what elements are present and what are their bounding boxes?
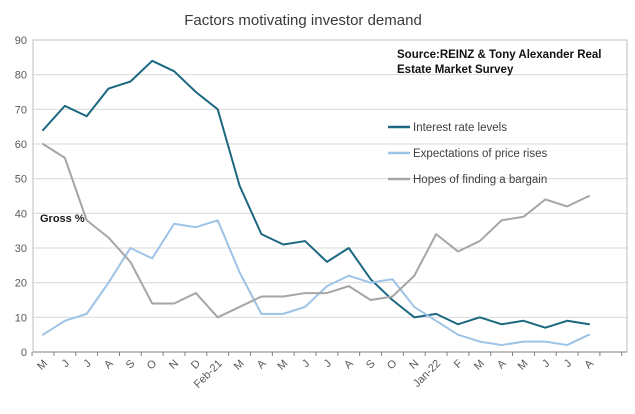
y-axis-label-90: 90 — [15, 35, 27, 47]
gridlines — [33, 74, 627, 318]
x-axis-label-S: S — [124, 358, 138, 372]
x-axis-label-M: M — [516, 358, 531, 373]
y-axis-labels: 0 10 20 30 40 50 60 70 80 90 — [15, 35, 27, 359]
series-line-hopes-of-finding-a-bargain — [42, 143, 590, 319]
legend-label-expectations-of-price-rises: Expectations of price rises — [413, 148, 547, 160]
legend-item-hopes-of-finding-a-bargain: Hopes of finding a bargain — [388, 174, 547, 186]
x-axis-label-N: N — [407, 358, 421, 372]
gross-percent-label: Gross % — [40, 213, 85, 225]
x-axis-ticks — [31, 352, 623, 356]
x-axis-label-J: J — [60, 358, 72, 370]
series-line-interest-rate-levels — [42, 59, 590, 329]
x-axis-label-M: M — [275, 358, 290, 373]
legend-item-expectations-of-price-rises: Expectations of price rises — [388, 148, 547, 160]
legend: Interest rate levels Expectations of pri… — [388, 122, 547, 186]
y-axis-label-60: 60 — [15, 139, 27, 151]
x-axis-label-J: J — [562, 358, 574, 370]
y-axis-label-20: 20 — [15, 278, 27, 290]
series-line-expectations-of-price-rises — [42, 219, 590, 347]
x-axis-label-A: A — [495, 357, 509, 371]
x-axis-label-A: A — [582, 357, 596, 371]
chart-title: Factors motivating investor demand — [184, 12, 422, 29]
legend-item-interest-rate-levels: Interest rate levels — [388, 122, 507, 134]
x-axis-label-A: A — [342, 357, 356, 371]
x-axis-label-M: M — [472, 358, 487, 373]
x-axis-label-A: A — [102, 357, 116, 371]
source-note-line2: Estate Market Survey — [397, 64, 514, 76]
legend-label-hopes-of-finding-a-bargain: Hopes of finding a bargain — [413, 174, 547, 186]
y-axis-label-70: 70 — [15, 104, 27, 116]
legend-label-interest-rate-levels: Interest rate levels — [413, 122, 507, 134]
x-axis-label-D: D — [189, 358, 203, 372]
plot-border — [32, 39, 628, 353]
x-axis-label-O: O — [385, 357, 400, 372]
y-axis-label-10: 10 — [15, 312, 27, 324]
x-axis-label-S: S — [364, 358, 378, 372]
x-axis-label-J: J — [322, 358, 334, 370]
x-axis-label-O: O — [145, 357, 160, 372]
y-axis-label-30: 30 — [15, 243, 27, 255]
x-axis-label-J: J — [300, 358, 312, 370]
x-axis-label-N: N — [167, 358, 181, 372]
x-axis-label-A: A — [255, 357, 269, 371]
x-axis-label-F: F — [452, 357, 465, 370]
series-lines — [42, 59, 590, 347]
x-axis-label-J: J — [540, 358, 552, 370]
y-axis-label-80: 80 — [15, 70, 27, 82]
x-axis-label-M: M — [35, 358, 50, 373]
y-axis-label-0: 0 — [21, 347, 27, 359]
source-note-line1: Source:REINZ & Tony Alexander Real — [397, 49, 602, 61]
y-axis-label-40: 40 — [15, 208, 27, 220]
x-axis-label-M: M — [232, 358, 247, 373]
x-axis-label-J: J — [81, 358, 93, 370]
y-axis-label-50: 50 — [15, 174, 27, 186]
